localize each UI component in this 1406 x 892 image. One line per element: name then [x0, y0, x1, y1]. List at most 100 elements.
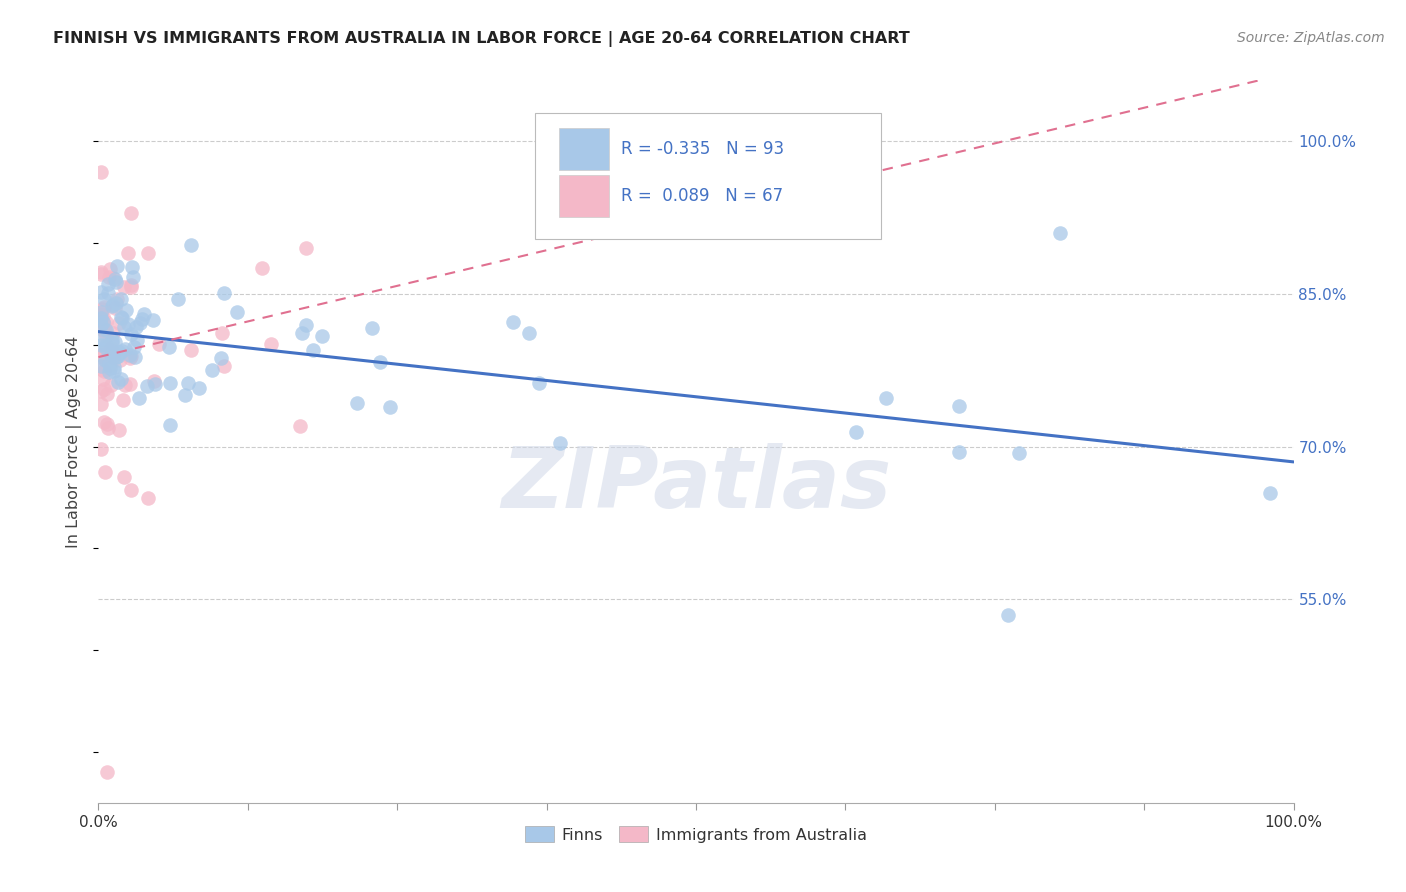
- Point: [90, 285, 112, 299]
- Point: [110, 292, 132, 306]
- Point: [167, 292, 190, 306]
- Point: [103, 326, 125, 340]
- Point: [250, 260, 273, 275]
- Point: [111, 343, 134, 358]
- Point: [107, 316, 129, 330]
- Point: [120, 277, 142, 292]
- Point: [93, 309, 115, 323]
- Point: [361, 320, 384, 334]
- Point: [93, 318, 115, 332]
- Point: [177, 376, 200, 391]
- Point: [128, 391, 150, 405]
- Point: [1049, 226, 1071, 240]
- Point: [107, 345, 129, 359]
- Point: [90, 265, 112, 279]
- Text: ZIPatlas: ZIPatlas: [501, 443, 891, 526]
- Point: [104, 334, 127, 349]
- Point: [94, 353, 117, 368]
- Point: [142, 313, 165, 327]
- Point: [120, 351, 142, 366]
- Point: [101, 298, 124, 312]
- Point: [91, 315, 114, 329]
- Point: [1008, 446, 1031, 460]
- Point: [96, 417, 118, 431]
- Point: [90, 267, 112, 281]
- Point: [201, 363, 224, 377]
- FancyBboxPatch shape: [558, 175, 609, 217]
- Point: [90, 332, 112, 346]
- Point: [174, 388, 197, 402]
- Point: [105, 345, 128, 359]
- Point: [517, 326, 540, 340]
- Point: [120, 350, 142, 364]
- Text: R = -0.335   N = 93: R = -0.335 N = 93: [620, 140, 783, 158]
- Point: [997, 607, 1019, 622]
- Point: [120, 483, 142, 497]
- Point: [91, 372, 114, 386]
- Point: [1258, 486, 1281, 500]
- FancyBboxPatch shape: [534, 112, 882, 239]
- Point: [105, 295, 128, 310]
- Point: [110, 310, 132, 324]
- Point: [103, 345, 125, 359]
- Point: [96, 341, 118, 355]
- Point: [93, 382, 115, 396]
- Legend: Finns, Immigrants from Australia: Finns, Immigrants from Australia: [519, 820, 873, 849]
- Point: [90, 361, 112, 376]
- Point: [128, 316, 150, 330]
- Text: FINNISH VS IMMIGRANTS FROM AUSTRALIA IN LABOR FORCE | AGE 20-64 CORRELATION CHAR: FINNISH VS IMMIGRANTS FROM AUSTRALIA IN …: [53, 31, 910, 47]
- Point: [104, 276, 127, 290]
- Point: [120, 280, 142, 294]
- Point: [291, 326, 314, 341]
- Point: [209, 351, 232, 366]
- Point: [101, 271, 124, 285]
- Point: [96, 765, 118, 780]
- Point: [91, 350, 114, 364]
- Point: [100, 341, 122, 355]
- Point: [104, 301, 127, 315]
- Point: [103, 364, 125, 378]
- Point: [120, 348, 142, 362]
- Point: [211, 326, 233, 341]
- Point: [94, 465, 117, 479]
- Point: [136, 491, 159, 505]
- Point: [136, 246, 159, 260]
- Point: [294, 318, 316, 332]
- Y-axis label: In Labor Force | Age 20-64: In Labor Force | Age 20-64: [66, 335, 83, 548]
- Point: [120, 205, 142, 219]
- Text: R =  0.089   N = 67: R = 0.089 N = 67: [620, 187, 783, 205]
- Point: [295, 241, 318, 255]
- Point: [98, 357, 121, 371]
- Point: [124, 351, 146, 365]
- Point: [212, 285, 235, 300]
- Point: [90, 305, 112, 319]
- Point: [948, 444, 970, 458]
- Point: [875, 391, 897, 405]
- Point: [845, 425, 868, 439]
- Point: [104, 272, 127, 286]
- Point: [91, 301, 114, 316]
- Point: [125, 320, 148, 334]
- Point: [97, 277, 120, 292]
- Point: [117, 246, 139, 260]
- Point: [112, 469, 135, 483]
- Point: [100, 378, 122, 392]
- Point: [108, 345, 131, 359]
- Point: [118, 376, 141, 391]
- Point: [94, 324, 117, 338]
- Point: [114, 342, 136, 356]
- Point: [103, 359, 125, 374]
- Point: [101, 350, 124, 364]
- Point: [93, 415, 115, 429]
- Point: [180, 238, 202, 252]
- Point: [132, 307, 155, 321]
- Point: [121, 260, 143, 274]
- Point: [131, 312, 153, 326]
- Point: [90, 442, 112, 457]
- Point: [212, 359, 235, 373]
- Point: [120, 326, 142, 341]
- Point: [90, 308, 112, 322]
- Point: [110, 353, 132, 368]
- Point: [112, 319, 135, 334]
- Point: [142, 375, 165, 389]
